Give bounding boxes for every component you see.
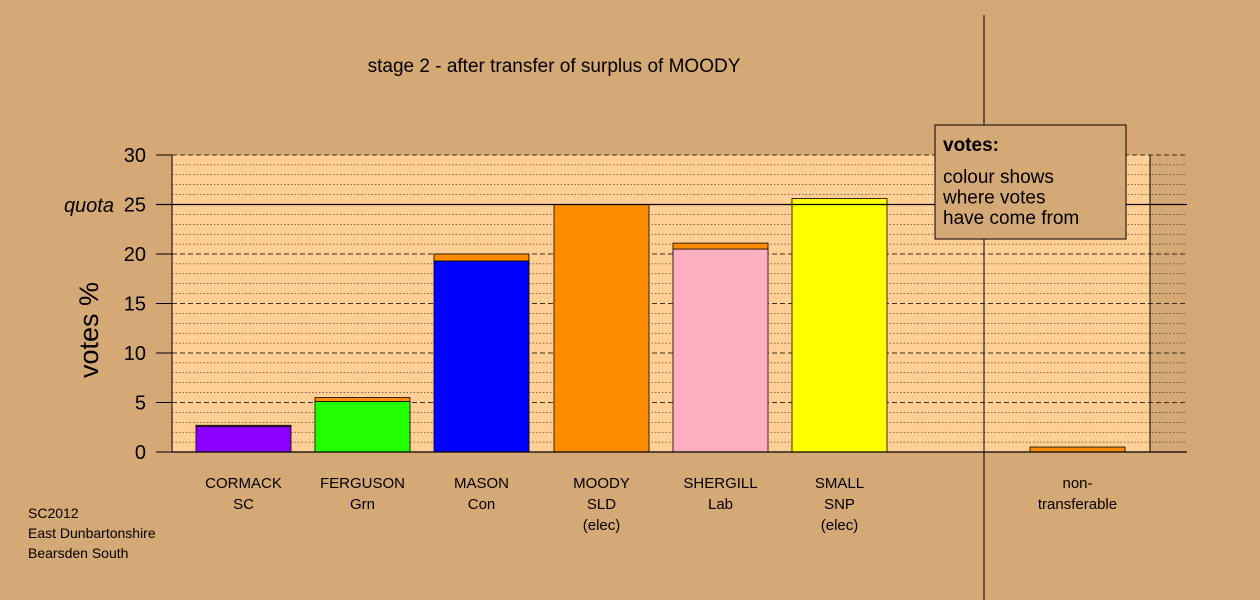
x-tick-label: MASON Con (454, 475, 509, 513)
bar-transfer (672, 242, 769, 250)
bar (314, 401, 411, 453)
y-tick-label: 15 (124, 294, 146, 316)
bar-transfer (314, 397, 411, 402)
bar-transfer (1029, 446, 1126, 453)
y-tick-label: 0 (135, 442, 146, 464)
bar (791, 198, 888, 453)
y-tick-label: 20 (124, 244, 146, 266)
footer-line-ward: Bearsden South (28, 545, 129, 561)
bar-transfer (433, 253, 530, 262)
x-tick-label: MOODY SLD (elec) (573, 475, 630, 534)
legend-line: colour shows (943, 167, 1054, 188)
bar-transfer (195, 424, 292, 427)
footer-line-council: East Dunbartonshire (28, 525, 156, 541)
y-tick-label: 5 (135, 393, 146, 415)
bar (553, 204, 650, 453)
x-tick-label: SMALL SNP (elec) (815, 475, 864, 534)
x-tick-label: CORMACK SC (205, 475, 282, 513)
footer: SC2012 East Dunbartonshire Bearsden Sout… (28, 503, 156, 563)
chart-title: stage 2 - after transfer of surplus of M… (368, 56, 741, 77)
x-tick-label: non-transferable (1038, 475, 1117, 513)
footer-line-election: SC2012 (28, 505, 79, 521)
y-ticks: 0 5 10 15 20 25 30 (124, 145, 172, 464)
bar (195, 425, 292, 453)
y-tick-label: 10 (124, 343, 146, 365)
y-tick-label: 30 (124, 145, 146, 167)
y-tick-label: 25 (124, 195, 146, 217)
x-labels: CORMACK SC FERGUSON Grn MASON Con MOODY SLD (ele… (205, 475, 1117, 534)
legend-title: votes: (943, 135, 999, 156)
x-tick-label: FERGUSON Grn (320, 475, 405, 513)
quota-label: quota (64, 195, 114, 217)
bars (195, 198, 1126, 453)
y-axis-label: votes % (74, 282, 104, 378)
bar (672, 248, 769, 453)
x-tick-label: SHERGILL Lab (683, 475, 757, 513)
legend-line: where votes (942, 188, 1045, 209)
bar (433, 260, 530, 453)
legend-line: have come from (943, 208, 1079, 229)
